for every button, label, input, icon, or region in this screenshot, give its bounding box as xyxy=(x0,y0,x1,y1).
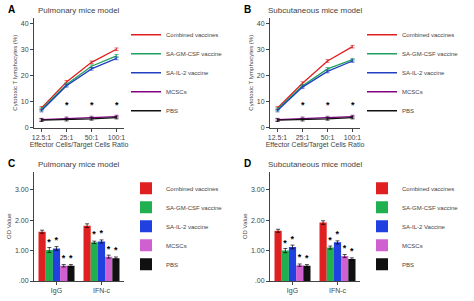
svg-text:*: * xyxy=(107,244,111,254)
svg-text:MCSCs: MCSCs xyxy=(402,89,423,95)
svg-text:Cytotoxic T lymphocytes (%): Cytotoxic T lymphocytes (%) xyxy=(12,35,18,111)
svg-text:1.00: 1.00 xyxy=(251,247,265,254)
svg-text:40: 40 xyxy=(257,20,265,27)
svg-text:Effector Cells/Target Cells Ra: Effector Cells/Target Cells Ratio xyxy=(30,141,129,149)
svg-text:2.00: 2.00 xyxy=(15,217,29,224)
svg-text:0: 0 xyxy=(261,124,265,131)
svg-text:*: * xyxy=(328,235,332,245)
svg-text:*: * xyxy=(62,253,66,263)
svg-text:Combined vaccines: Combined vaccines xyxy=(402,186,454,192)
svg-text:SA-GM-CSF vaccine: SA-GM-CSF vaccine xyxy=(166,51,222,57)
svg-text:*: * xyxy=(343,243,347,253)
svg-text:D: D xyxy=(244,158,251,169)
svg-text:2.00: 2.00 xyxy=(251,217,265,224)
svg-text:30: 30 xyxy=(21,46,29,53)
svg-text:10: 10 xyxy=(21,98,29,105)
svg-text:MCSCs: MCSCs xyxy=(402,243,423,249)
svg-text:Combined vaccines: Combined vaccines xyxy=(166,32,218,38)
svg-text:*: * xyxy=(350,246,354,256)
svg-text:IFN-c: IFN-c xyxy=(329,287,347,294)
svg-text:Effector Cells/Target Cells Ra: Effector Cells/Target Cells Ratio xyxy=(266,141,365,149)
svg-text:10: 10 xyxy=(257,98,265,105)
svg-text:PBS: PBS xyxy=(166,262,178,268)
svg-text:IgG: IgG xyxy=(287,287,298,295)
svg-text:*: * xyxy=(114,245,118,255)
svg-text:.00: .00 xyxy=(255,277,265,284)
svg-text:*: * xyxy=(291,234,295,244)
svg-text:20: 20 xyxy=(21,72,29,79)
svg-text:*: * xyxy=(298,252,302,262)
svg-text:25:1: 25:1 xyxy=(296,134,310,141)
svg-text:SA-GM-CSF vaccine: SA-GM-CSF vaccine xyxy=(166,205,222,211)
svg-text:IgG: IgG xyxy=(51,287,62,295)
svg-text:*: * xyxy=(305,253,309,263)
svg-text:*: * xyxy=(326,100,330,110)
svg-text:*: * xyxy=(65,100,69,110)
svg-text:0: 0 xyxy=(25,124,29,131)
svg-text:100:1: 100:1 xyxy=(108,134,126,141)
svg-text:.00: .00 xyxy=(19,277,29,284)
svg-text:30: 30 xyxy=(257,46,265,53)
svg-text:Pulmonary mice model: Pulmonary mice model xyxy=(38,6,120,15)
svg-text:Subcutaneous mice model: Subcutaneous mice model xyxy=(268,160,363,169)
svg-text:*: * xyxy=(301,100,305,110)
svg-text:*: * xyxy=(55,235,59,245)
svg-text:OD Value: OD Value xyxy=(242,213,248,239)
svg-text:*: * xyxy=(92,229,96,239)
svg-text:25:1: 25:1 xyxy=(60,134,74,141)
svg-text:B: B xyxy=(244,4,251,15)
svg-text:100:1: 100:1 xyxy=(344,134,362,141)
svg-text:SA-IL-2 Vaccine: SA-IL-2 Vaccine xyxy=(402,224,446,230)
svg-text:Combined vaccines: Combined vaccines xyxy=(166,186,218,192)
svg-text:1.00: 1.00 xyxy=(15,247,29,254)
svg-text:MCSCs: MCSCs xyxy=(166,243,187,249)
svg-text:SA-GM-CSF vaccine: SA-GM-CSF vaccine xyxy=(402,51,458,57)
svg-text:SA-IL-2 vaccine: SA-IL-2 vaccine xyxy=(166,70,209,76)
svg-text:*: * xyxy=(283,238,287,248)
svg-text:IFN-c: IFN-c xyxy=(93,287,111,294)
svg-text:PBS: PBS xyxy=(166,108,178,114)
svg-text:*: * xyxy=(100,228,104,238)
svg-text:*: * xyxy=(90,100,94,110)
svg-text:PBS: PBS xyxy=(402,108,414,114)
svg-text:50:1: 50:1 xyxy=(321,134,335,141)
svg-text:Pulmonary mice model: Pulmonary mice model xyxy=(38,160,120,169)
svg-text:3.00: 3.00 xyxy=(251,186,265,193)
svg-text:50:1: 50:1 xyxy=(85,134,99,141)
svg-text:SA-GM-CSF vaccine: SA-GM-CSF vaccine xyxy=(402,205,458,211)
svg-text:OD Value: OD Value xyxy=(6,213,12,239)
svg-text:*: * xyxy=(351,100,355,110)
svg-text:Cytotoxic T lymphocytes (%): Cytotoxic T lymphocytes (%) xyxy=(248,35,254,111)
svg-text:*: * xyxy=(47,237,51,247)
svg-text:SA-IL-2 vaccine: SA-IL-2 vaccine xyxy=(402,70,445,76)
svg-text:PBS: PBS xyxy=(402,262,414,268)
svg-text:*: * xyxy=(336,229,340,239)
svg-text:12.5:1: 12.5:1 xyxy=(268,134,288,141)
svg-text:20: 20 xyxy=(257,72,265,79)
svg-text:Combined vaccines: Combined vaccines xyxy=(402,32,454,38)
svg-text:MCSCs: MCSCs xyxy=(166,89,187,95)
svg-text:Subcutaneous mice model: Subcutaneous mice model xyxy=(268,6,363,15)
svg-text:*: * xyxy=(115,100,119,110)
svg-text:3.00: 3.00 xyxy=(15,186,29,193)
svg-text:A: A xyxy=(8,4,15,15)
svg-text:*: * xyxy=(69,253,73,263)
svg-text:C: C xyxy=(8,158,15,169)
svg-text:40: 40 xyxy=(21,20,29,27)
svg-text:SA-IL-2 vaccine: SA-IL-2 vaccine xyxy=(166,224,209,230)
svg-text:12.5:1: 12.5:1 xyxy=(32,134,52,141)
